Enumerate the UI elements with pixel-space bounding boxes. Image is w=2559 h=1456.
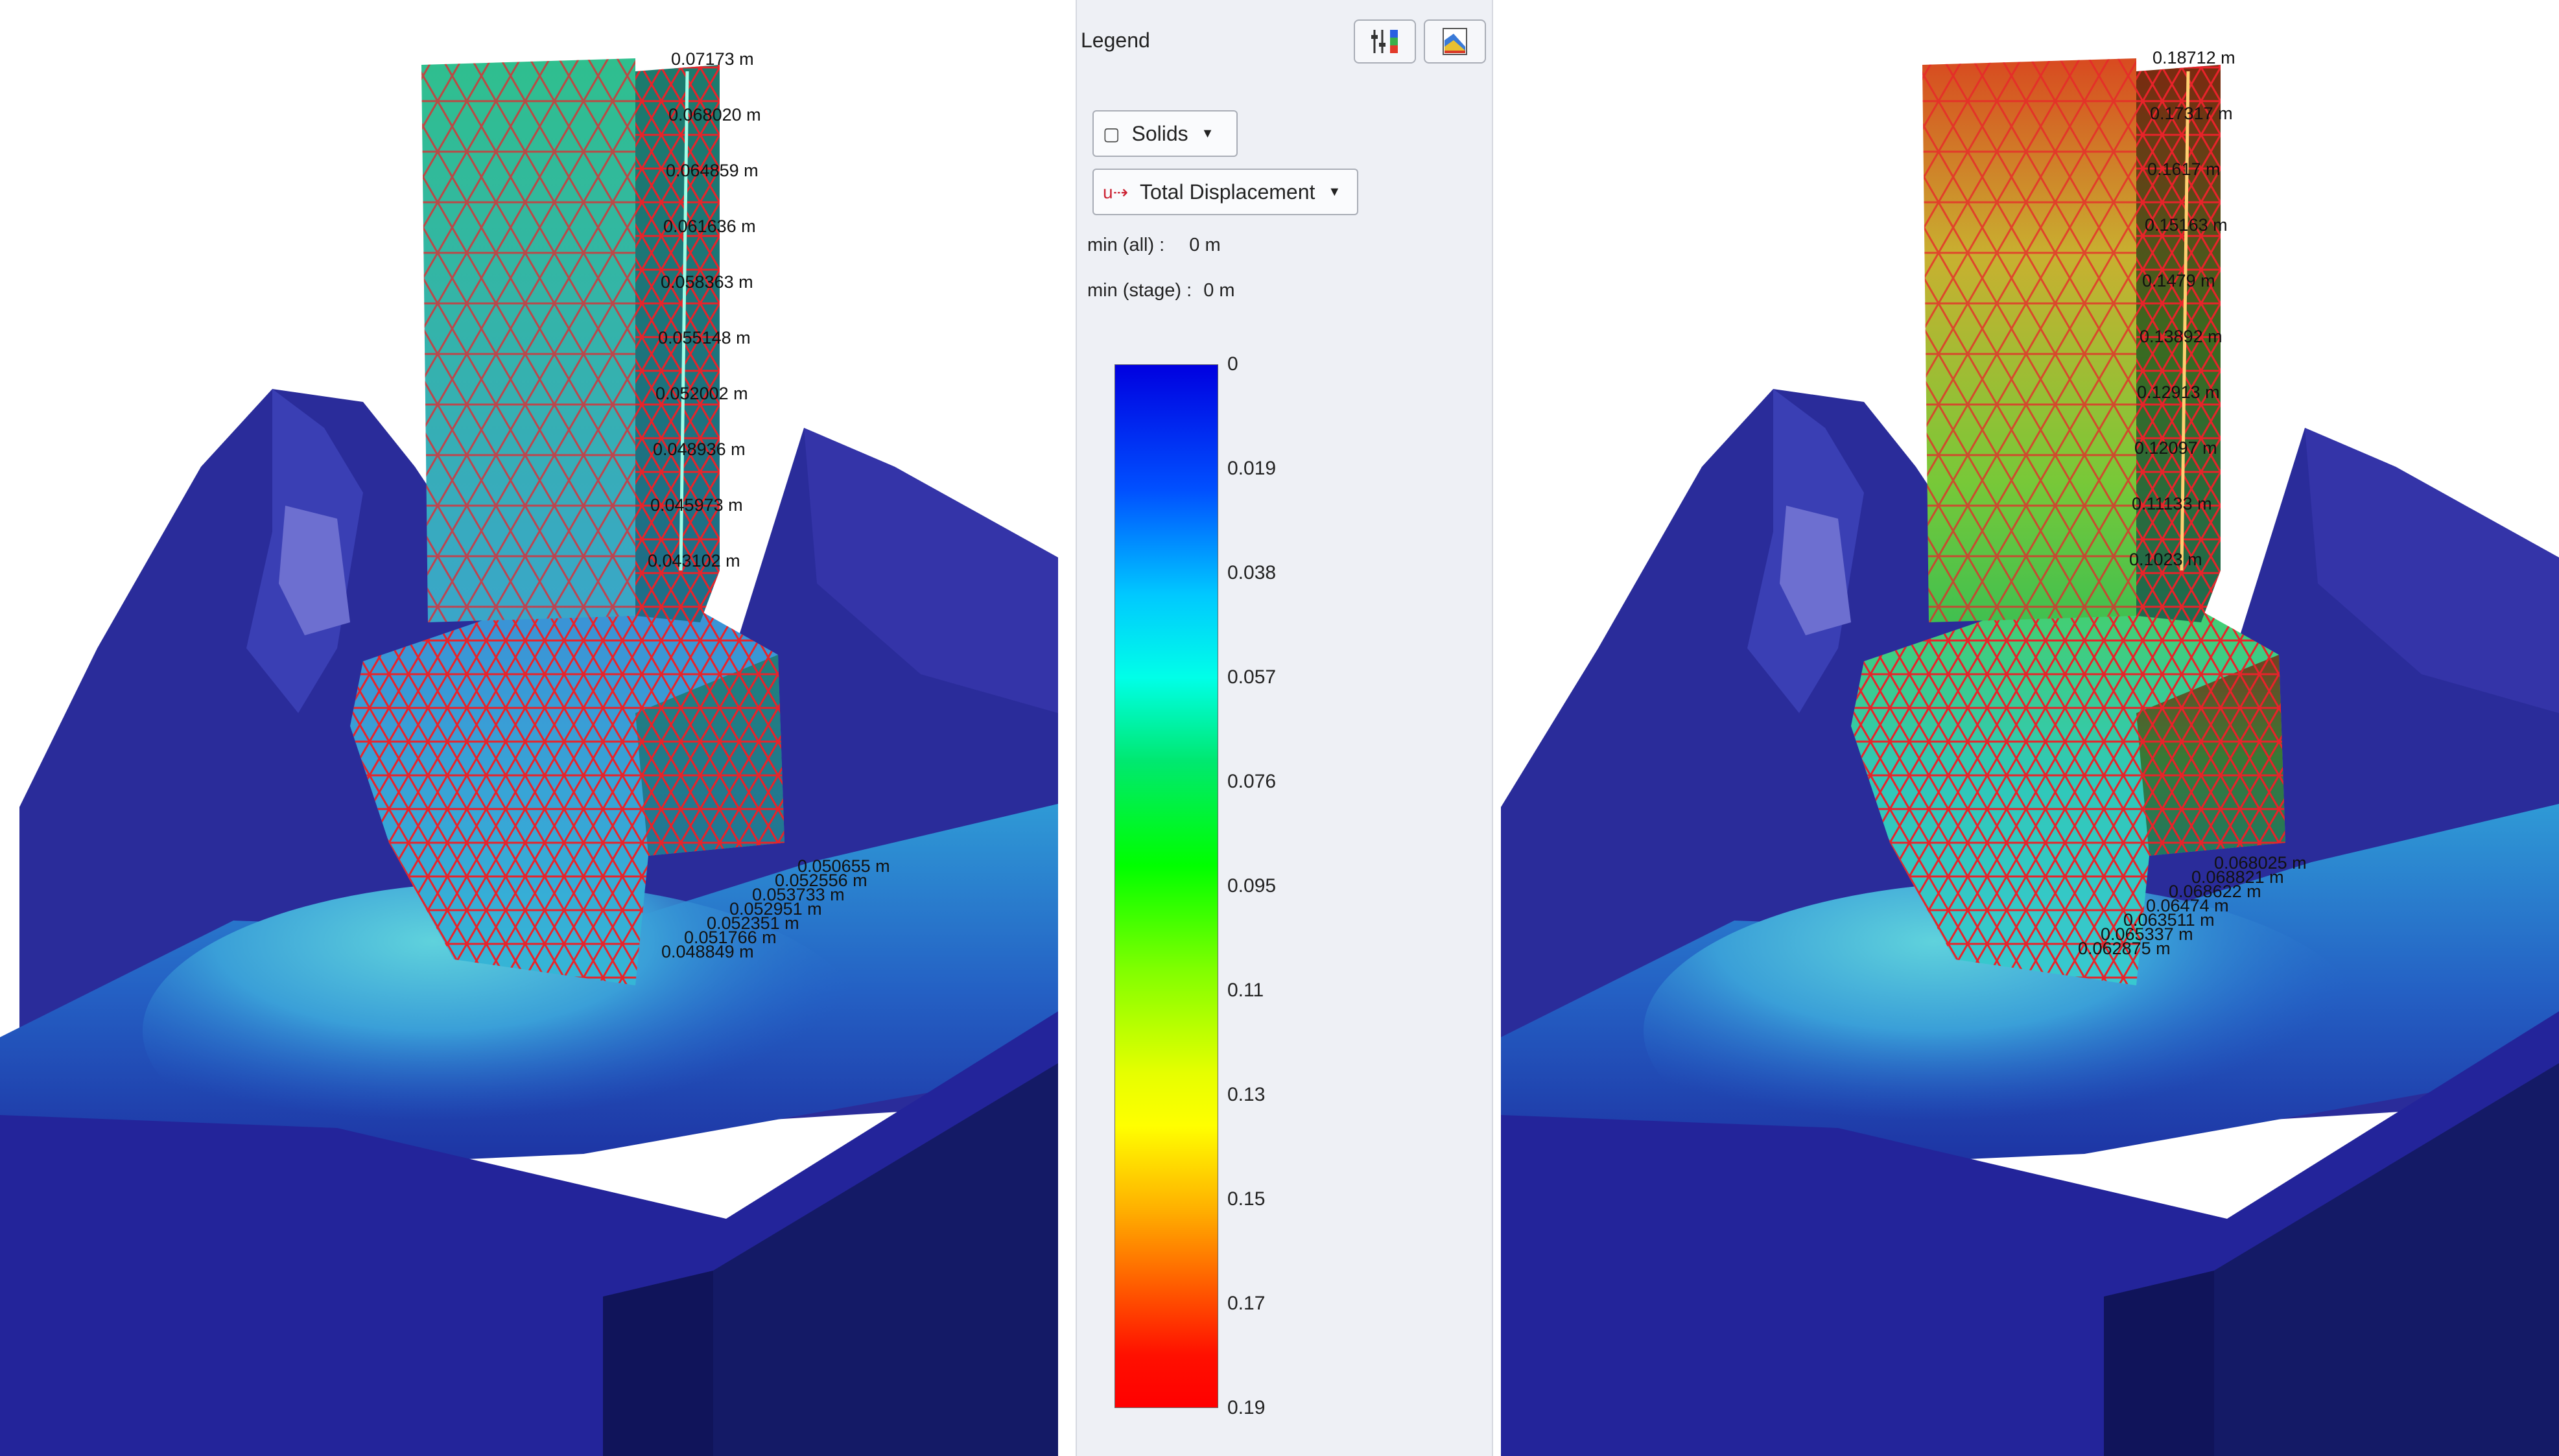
displacement-glow	[1644, 882, 2370, 1180]
foreground-block-side	[713, 1063, 1058, 1456]
solids-dropdown[interactable]: ▢ Solids ▼	[1092, 110, 1238, 157]
probe-value-label: 0.053733 m	[752, 885, 845, 904]
probe-value-label: 0.064859 m	[666, 161, 759, 180]
probe-value-label: 0.1617 m	[2147, 159, 2221, 179]
foreground-block-gap	[2104, 1271, 2214, 1456]
probe-value-label: 0.15163 m	[2145, 215, 2228, 235]
probe-value-label: 0.052002 m	[655, 384, 748, 403]
colorbar-tick-label: 0.13	[1227, 1084, 1266, 1105]
probe-value-label: 0.12097 m	[2134, 438, 2217, 458]
colorbar-tick-label: 0.095	[1227, 875, 1277, 897]
model-viewport-left[interactable]: 0.07173 m 0.068020 m 0.064859 m 0.061636 m 0…	[0, 0, 1058, 1456]
color-chart-icon	[1443, 28, 1467, 55]
probe-value-label: 0.052556 m	[775, 871, 867, 890]
solid-box-icon: ▢	[1103, 123, 1120, 144]
colorbar-tick-label: 0.19	[1227, 1397, 1266, 1418]
probe-value-label: 0.06474 m	[2146, 896, 2229, 915]
tower-shaft-mesh	[421, 58, 635, 622]
tower-shaft-side-mesh	[2136, 65, 2221, 622]
colorbar-tick-label: 0.076	[1227, 771, 1277, 792]
probe-value-label: 0.1023 m	[2129, 550, 2202, 569]
probe-value-label: 0.065337 m	[2101, 924, 2193, 944]
probe-value-label: 0.061636 m	[663, 217, 756, 236]
probe-value-label: 0.17317 m	[2150, 104, 2233, 123]
legend-settings-button[interactable]	[1354, 19, 1416, 64]
displacement-glow	[143, 882, 869, 1180]
probe-value-label: 0.07173 m	[671, 49, 754, 69]
displacement-uxyz-icon: u⇢	[1103, 182, 1129, 202]
probe-value-label: 0.051766 m	[684, 928, 777, 947]
tower-base-side-mesh	[2136, 655, 2285, 856]
terrain-right-ridge	[804, 428, 1058, 713]
base-probe-labels: 0.068025 m0.068821 m0.068622 m0.06474 m0…	[2078, 853, 2307, 958]
colorbar-tick-label: 0.11	[1227, 980, 1264, 1001]
probe-value-label: 0.068622 m	[2169, 882, 2261, 901]
probe-value-label: 0.062875 m	[2078, 939, 2171, 958]
slider-settings-icon	[1371, 30, 1398, 53]
probe-value-label: 0.058363 m	[661, 272, 753, 292]
min-stage-label: min (stage) :	[1087, 280, 1192, 301]
legend-panel: Legend ▢ Solids ▼ u⇢ Total Displacement …	[1076, 0, 1493, 1456]
solids-dropdown-label: Solids	[1131, 121, 1188, 145]
probe-value-label: 0.045973 m	[650, 495, 743, 515]
chevron-down-icon: ▼	[1328, 184, 1341, 199]
top-probe-labels: 0.18712 m 0.17317 m 0.1617 m 0.15163 m 0.147…	[2129, 48, 2235, 569]
legend-chart-button[interactable]	[1424, 19, 1486, 64]
min-all-label: min (all) :	[1087, 235, 1165, 255]
result-type-dropdown-label: Total Displacement	[1140, 180, 1315, 204]
shaft-edge-highlight	[679, 71, 689, 571]
min-stage-row: min (stage) : 0 m	[1087, 280, 1235, 301]
colorbar-tick-label: 0.15	[1227, 1188, 1266, 1210]
legend-title: Legend	[1081, 29, 1150, 52]
probe-value-label: 0.052951 m	[729, 899, 822, 919]
colorbar-tick-label: 0.057	[1227, 666, 1277, 688]
min-all-value: 0 m	[1189, 235, 1221, 255]
colorbar-tick-label: 0.038	[1227, 562, 1277, 583]
probe-value-label: 0.18712 m	[2152, 48, 2235, 67]
chevron-down-icon: ▼	[1201, 126, 1214, 141]
displacement-colorbar	[1114, 364, 1218, 1408]
tower-base-mesh	[350, 570, 784, 985]
min-stage-value: 0 m	[1203, 280, 1235, 301]
shaft-edge-highlight	[2180, 71, 2190, 571]
probe-value-label: 0.052351 m	[707, 913, 799, 933]
model-viewport-right[interactable]: 0.18712 m 0.17317 m 0.1617 m 0.15163 m 0.147…	[1501, 0, 2559, 1456]
terrain-rock	[279, 506, 350, 635]
probe-value-label: 0.055148 m	[658, 328, 751, 347]
probe-value-label: 0.11133 m	[2132, 494, 2212, 513]
probe-value-label: 0.063511 m	[2123, 910, 2215, 930]
probe-value-label: 0.12913 m	[2137, 382, 2220, 402]
colorbar-tick-label: 0.019	[1227, 458, 1277, 479]
colorbar-tick-label: 0	[1227, 353, 1238, 375]
terrain-rock	[1780, 506, 1851, 635]
probe-value-label: 0.043102 m	[648, 551, 740, 570]
tower-base-mesh	[1851, 570, 2285, 985]
colorbar-tick-label: 0.17	[1227, 1293, 1266, 1314]
probe-value-label: 0.068821 m	[2191, 867, 2284, 887]
probe-value-label: 0.048936 m	[653, 440, 746, 459]
tower-shaft-side-mesh	[635, 65, 720, 622]
probe-value-label: 0.1479 m	[2142, 271, 2215, 290]
foreground-block-side	[2214, 1063, 2559, 1456]
terrain-right-ridge	[2305, 428, 2559, 713]
base-probe-labels: 0.050655 m0.052556 m0.053733 m0.052951 m…	[661, 856, 890, 961]
probe-value-label: 0.068020 m	[668, 105, 761, 124]
probe-value-label: 0.048849 m	[661, 942, 754, 961]
probe-value-label: 0.050655 m	[797, 856, 890, 876]
tower-shaft-mesh	[1922, 58, 2136, 622]
min-all-row: min (all) : 0 m	[1087, 235, 1221, 256]
result-type-dropdown[interactable]: u⇢ Total Displacement ▼	[1092, 169, 1358, 215]
probe-value-label: 0.068025 m	[2214, 853, 2307, 873]
foreground-block-gap	[603, 1271, 713, 1456]
probe-value-label: 0.13892 m	[2140, 327, 2223, 346]
top-probe-labels: 0.07173 m 0.068020 m 0.064859 m 0.061636 m 0…	[648, 49, 761, 570]
tower-base-side-mesh	[635, 655, 784, 856]
